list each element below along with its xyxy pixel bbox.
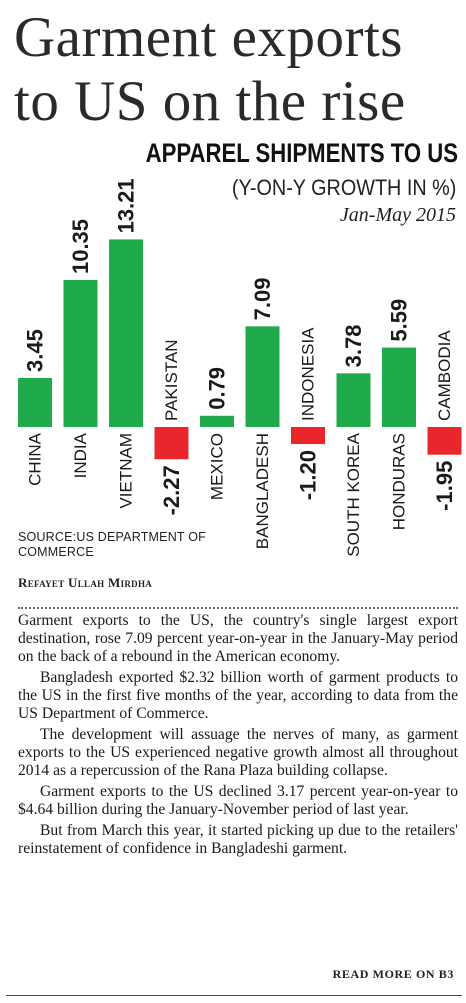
data-label: -2.27 — [159, 465, 184, 515]
chart-subtitle: (Y-ON-Y GROWTH IN %) — [231, 175, 456, 200]
headline-line-1: Garment exports — [14, 6, 403, 69]
bar-china — [18, 378, 52, 427]
data-label: -1.95 — [432, 461, 457, 511]
category-label: INDONESIA — [299, 327, 318, 421]
article-body: Garment exports to the US, the country's… — [18, 612, 458, 861]
bar-india — [63, 280, 98, 427]
data-label: 13.21 — [114, 178, 139, 233]
bar-bangladesh — [245, 326, 280, 427]
read-more-link[interactable]: READ MORE ON B3 — [332, 967, 454, 981]
bar-chart: 3.45 CHINA 10.35 INDIA 13.21 VIETNAM PAKISTAN -… — [18, 178, 462, 557]
chart-title: APPAREL SHIPMENTS TO US — [145, 138, 458, 168]
bar-cambodia — [427, 427, 462, 455]
data-label: 3.45 — [23, 329, 48, 372]
category-label: BANGLADESH — [253, 433, 272, 549]
bottom-rule — [6, 995, 462, 996]
category-label: PAKISTAN — [162, 339, 181, 421]
bar-vietnam — [109, 239, 143, 427]
article-paragraph: The development will assuage the nerves … — [18, 726, 458, 779]
bar-pakistan — [154, 427, 189, 460]
bar-south-korea — [336, 373, 371, 427]
category-label: CHINA — [26, 432, 45, 486]
bar-honduras — [382, 347, 416, 427]
headline-line-2: to US on the rise — [14, 70, 406, 133]
category-label: HONDURAS — [390, 433, 409, 530]
article-paragraph: But from March this year, it started pic… — [18, 822, 458, 857]
category-label: INDIA — [71, 432, 90, 478]
article-paragraph: Garment exports to the US, the country's… — [18, 612, 458, 665]
category-label: SOUTH KOREA — [344, 432, 363, 556]
divider — [18, 607, 458, 609]
article-paragraph: Garment exports to the US declined 3.17 … — [18, 783, 458, 818]
data-label: 5.59 — [387, 299, 412, 342]
data-label: 10.35 — [68, 219, 93, 274]
bar-mexico — [200, 415, 234, 427]
chart-period: Jan-May 2015 — [339, 204, 456, 226]
data-label: -1.20 — [296, 450, 321, 500]
article-paragraph: Bangladesh exported $2.32 billion worth … — [18, 669, 458, 722]
category-label: MEXICO — [208, 433, 227, 500]
byline: Refayet Ullah Mirdha — [18, 575, 153, 590]
data-label: 7.09 — [250, 277, 275, 320]
headline: Garment exports to US on the rise — [14, 6, 464, 134]
data-label: 0.79 — [205, 367, 230, 410]
chart-source: SOURCE:US DEPARTMENT OF COMMERCE — [18, 530, 206, 559]
data-label: 3.78 — [341, 324, 366, 367]
category-label: VIETNAM — [117, 433, 136, 509]
bar-indonesia — [291, 427, 325, 445]
category-label: CAMBODIA — [435, 330, 454, 421]
